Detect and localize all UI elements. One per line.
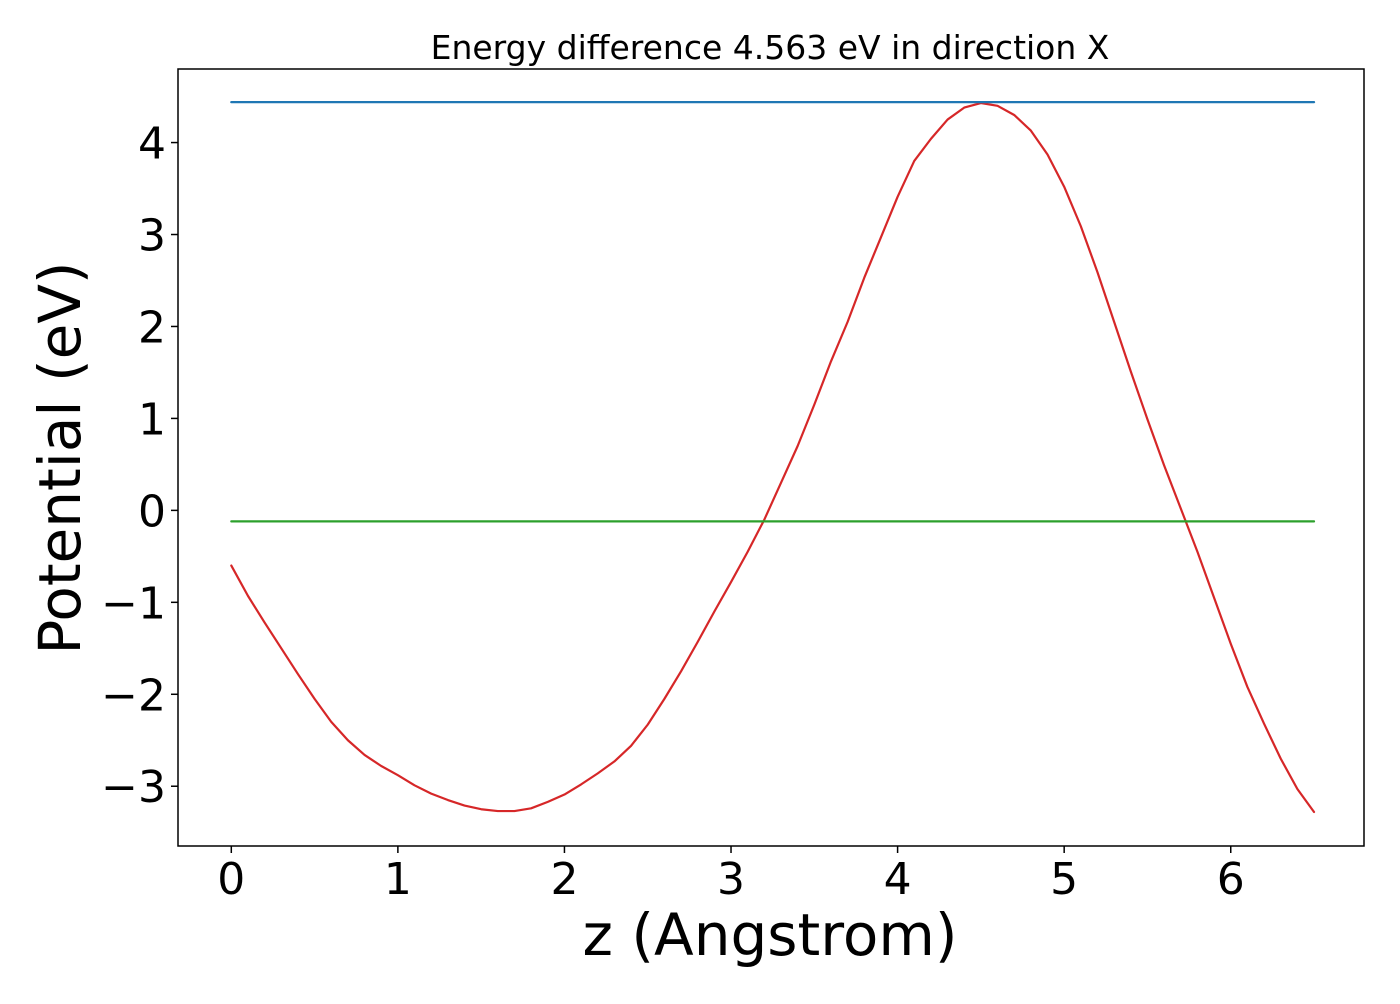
x-axis-label: z (Angstrom) [583, 901, 958, 969]
x-tick-label: 4 [884, 854, 912, 905]
y-tick-label: 3 [138, 211, 166, 262]
y-tick-label: 1 [138, 394, 166, 445]
x-tick-label: 6 [1217, 854, 1245, 905]
y-tick-label: 0 [138, 486, 166, 537]
x-tick-label: 2 [550, 854, 578, 905]
plot-area [177, 68, 1365, 847]
series-line-0 [230, 101, 1316, 814]
y-axis-ticks: −3 −2 −1 0 1 2 3 4 [101, 119, 178, 813]
x-tick-label: 1 [384, 854, 412, 905]
plot-frame [177, 68, 1365, 847]
x-tick-label: 0 [217, 854, 245, 905]
y-tick-label: −1 [101, 578, 166, 629]
y-tick-label: 2 [138, 302, 166, 353]
y-tick-label: 4 [138, 119, 166, 170]
x-tick-label: 3 [717, 854, 745, 905]
x-tick-label: 5 [1050, 854, 1078, 905]
y-tick-label: −2 [101, 670, 166, 721]
chart-title: Energy difference 4.563 eV in direction … [431, 28, 1110, 67]
series-layer [230, 100, 1316, 814]
y-tick-label: −3 [101, 762, 166, 813]
y-axis-label: Potential (eV) [26, 261, 94, 654]
x-axis-ticks: 0 1 2 3 4 5 6 [217, 846, 1245, 905]
